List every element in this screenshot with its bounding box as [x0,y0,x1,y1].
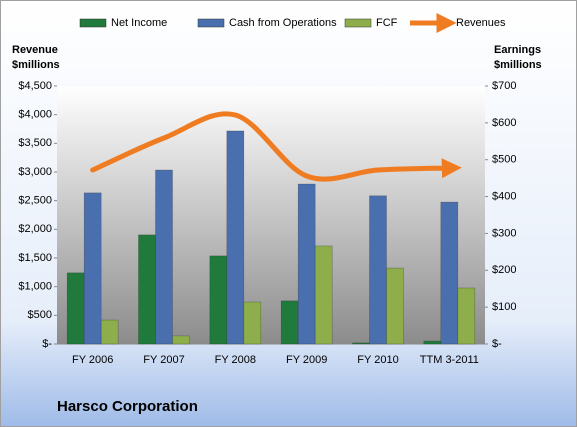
y-tick-label: $3,500 [18,137,52,149]
y2-tick-label: $100 [492,301,516,313]
bar [66,272,85,345]
y-tick-label: $4,500 [18,80,52,92]
legend-swatch [197,18,225,28]
x-tick-label: FY 2006 [72,354,113,366]
y2-axis-title-text: Earnings [494,44,541,56]
y2-tick-label: $300 [492,227,516,239]
y-tick-label: $- [42,338,52,350]
x-tick-label: FY 2010 [357,354,398,366]
y-tick-label: $1,000 [18,281,52,293]
revenue-line [90,111,462,182]
bar [138,234,156,345]
y-tick-label: $500 [28,309,52,321]
legend-label: FCF [376,17,398,29]
y-tick-label: $4,000 [18,109,52,121]
chart-title: Harsco Corporation [57,398,198,415]
y-tick-label: $3,000 [18,166,52,178]
y-tick-label: $1,500 [18,252,52,264]
y2-tick-label: $700 [492,80,516,92]
legend-label: Cash from Operations [229,17,337,29]
bar [243,301,262,345]
bar [155,169,173,345]
bar [457,287,476,345]
x-tick-label: FY 2009 [286,354,327,366]
y-axis-title-text: Revenue [12,44,58,56]
bar [280,300,299,345]
y2-tick-label: $600 [492,117,516,129]
y-axis-title: Revenue $millions [12,44,60,71]
legend-label: Net Income [111,17,167,29]
axis-title-line: $millions [12,59,60,71]
legend-swatch [79,18,107,28]
legend-swatch [344,18,372,28]
bar [226,130,245,345]
y2-tick-label: $200 [492,264,516,276]
axis-title-line: $millions [494,59,542,71]
bar [172,335,190,345]
y2-tick-label: $- [492,338,502,350]
bar [440,201,459,345]
bar [386,267,404,345]
x-tick-label: FY 2008 [215,354,256,366]
x-tick-label: TTM 3-2011 [420,354,479,366]
y2-tick-label: $400 [492,190,516,202]
y2-tick-label: $500 [492,154,516,166]
plot-area [57,86,485,344]
x-tick-label: FY 2007 [143,354,184,366]
bar [209,255,228,345]
bar [423,340,442,345]
y-tick-label: $2,500 [18,195,52,207]
bar [297,183,316,345]
bar [352,342,370,345]
y-tick-label: $2,000 [18,223,52,235]
bar [369,195,387,345]
bar [314,245,333,345]
bar [83,192,102,345]
legend-label: Revenues [456,17,506,29]
bar [100,319,119,345]
y2-axis-title: Earnings $millions [494,44,542,71]
